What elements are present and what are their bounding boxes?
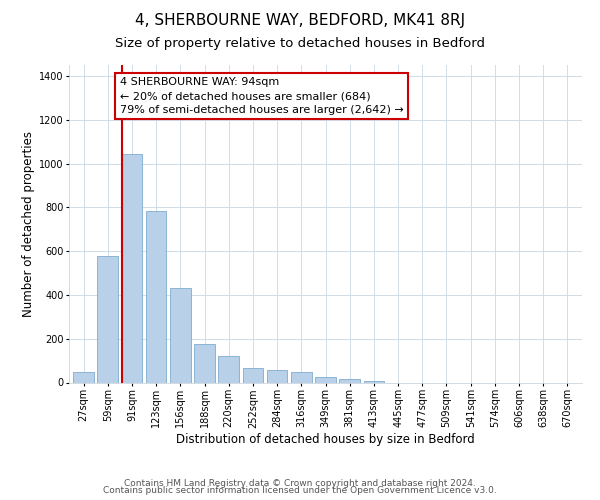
- Bar: [242, 368, 263, 382]
- Bar: [73, 372, 94, 382]
- Bar: [291, 372, 311, 382]
- Text: 4 SHERBOURNE WAY: 94sqm
← 20% of detached houses are smaller (684)
79% of semi-d: 4 SHERBOURNE WAY: 94sqm ← 20% of detache…: [120, 77, 404, 115]
- Text: Contains HM Land Registry data © Crown copyright and database right 2024.: Contains HM Land Registry data © Crown c…: [124, 478, 476, 488]
- Bar: [170, 288, 191, 382]
- Text: Contains public sector information licensed under the Open Government Licence v3: Contains public sector information licen…: [103, 486, 497, 495]
- Bar: [267, 370, 287, 382]
- Bar: [315, 377, 336, 382]
- Text: Size of property relative to detached houses in Bedford: Size of property relative to detached ho…: [115, 38, 485, 51]
- Bar: [364, 380, 384, 382]
- Y-axis label: Number of detached properties: Number of detached properties: [22, 130, 35, 317]
- Bar: [218, 356, 239, 382]
- Text: 4, SHERBOURNE WAY, BEDFORD, MK41 8RJ: 4, SHERBOURNE WAY, BEDFORD, MK41 8RJ: [135, 12, 465, 28]
- Bar: [340, 379, 360, 382]
- X-axis label: Distribution of detached houses by size in Bedford: Distribution of detached houses by size …: [176, 433, 475, 446]
- Bar: [146, 210, 166, 382]
- Bar: [194, 344, 215, 382]
- Bar: [122, 154, 142, 382]
- Bar: [97, 256, 118, 382]
